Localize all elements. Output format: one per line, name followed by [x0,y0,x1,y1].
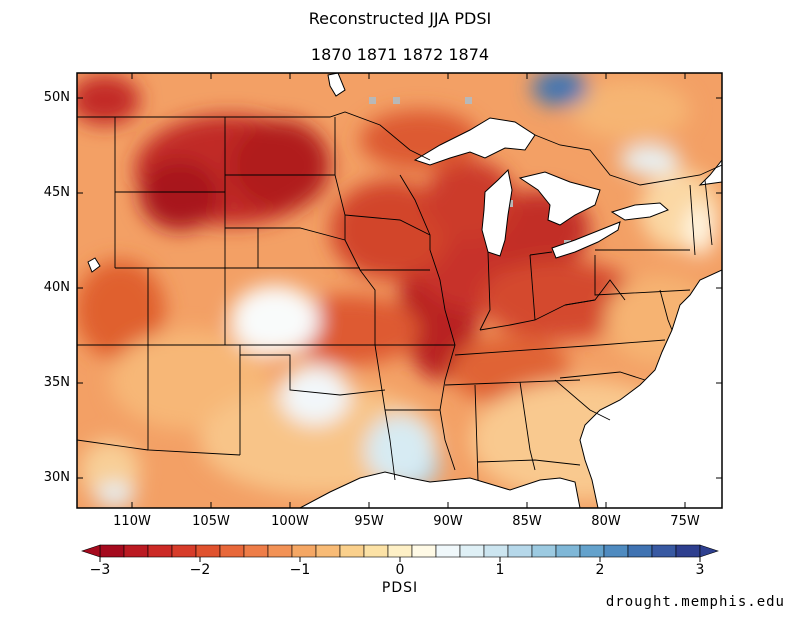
great-lakes [413,117,669,259]
colorbar-swatch [483,544,509,558]
colorbar-swatch [435,544,461,558]
colorbar-label-minus3: −3 [89,562,111,578]
colorbar-label-minus1: −1 [289,562,311,578]
lat-label-30n: 30N [43,470,70,485]
gulf-of-mexico [299,471,581,508]
pdsi-field [77,73,722,508]
lon-label-85w: 85W [512,514,542,529]
colorbar-title: PDSI [381,580,419,596]
colorbar-swatch [675,544,701,558]
colorbar-swatch [387,544,413,558]
colorbar-swatch [99,544,125,558]
colorbar-label-0: 0 [395,562,405,578]
colorbar-label-minus2: −2 [189,562,211,578]
field-anomalies [77,73,720,507]
colorbar-swatch [627,544,653,558]
lon-label-80w: 80W [591,514,621,529]
colorbar-swatch [411,544,437,558]
colorbar-label-3: 3 [695,562,705,578]
colorbar-swatch [171,544,197,558]
lake-michigan [481,168,513,257]
colorbar-swatch [147,544,173,558]
colorbar-swatch [579,544,605,558]
missing-cell [393,97,400,104]
lon-label-95w: 95W [354,514,384,529]
lake-superior [413,117,536,166]
colorbar-swatch [219,544,245,558]
lake-huron [518,171,601,226]
state-boundaries [77,111,722,481]
colorbar-swatch [459,544,485,558]
lon-label-90w: 90W [433,514,463,529]
lon-label-105w: 105W [192,514,230,529]
colorbar-label-2: 2 [595,562,605,578]
source-credit: drought.memphis.edu [605,594,785,610]
lon-label-75w: 75W [670,514,700,529]
lake-ontario [610,202,669,221]
gulf-of-maine [698,159,722,186]
colorbar-swatch [339,544,365,558]
colorbar [81,544,719,562]
colorbar-swatch [243,544,269,558]
lat-label-35n: 35N [43,375,70,390]
missing-cell [465,97,472,104]
missing-cell [369,97,376,104]
colorbar-swatch [291,544,317,558]
colorbar-swatch [651,544,677,558]
atlantic-ocean [579,269,722,508]
colorbar-max-arrow [699,544,719,558]
colorbar-swatch [531,544,557,558]
colorbar-swatch [195,544,221,558]
lat-label-50n: 50N [43,90,70,105]
colorbar-swatch [315,544,341,558]
colorbar-swatch [267,544,293,558]
lat-label-40n: 40N [43,280,70,295]
colorbar-swatch [363,544,389,558]
lon-label-100w: 100W [271,514,309,529]
lon-label-110w: 110W [113,514,151,529]
colorbar-swatch [507,544,533,558]
lon-ticks [131,73,686,508]
colorbar-swatch [555,544,581,558]
lat-label-45n: 45N [43,185,70,200]
colorbar-label-1: 1 [495,562,505,578]
map-frame [76,72,723,509]
colorbar-swatch [603,544,629,558]
lat-ticks [77,97,722,479]
lake-erie [551,221,621,259]
map-years-subtitle: 1870 1871 1872 1874 [310,45,490,64]
colorbar-swatch [123,544,149,558]
great-salt-lake [87,257,101,273]
map-title: Reconstructed JJA PDSI [308,9,492,28]
colorbar-min-arrow [81,544,101,558]
